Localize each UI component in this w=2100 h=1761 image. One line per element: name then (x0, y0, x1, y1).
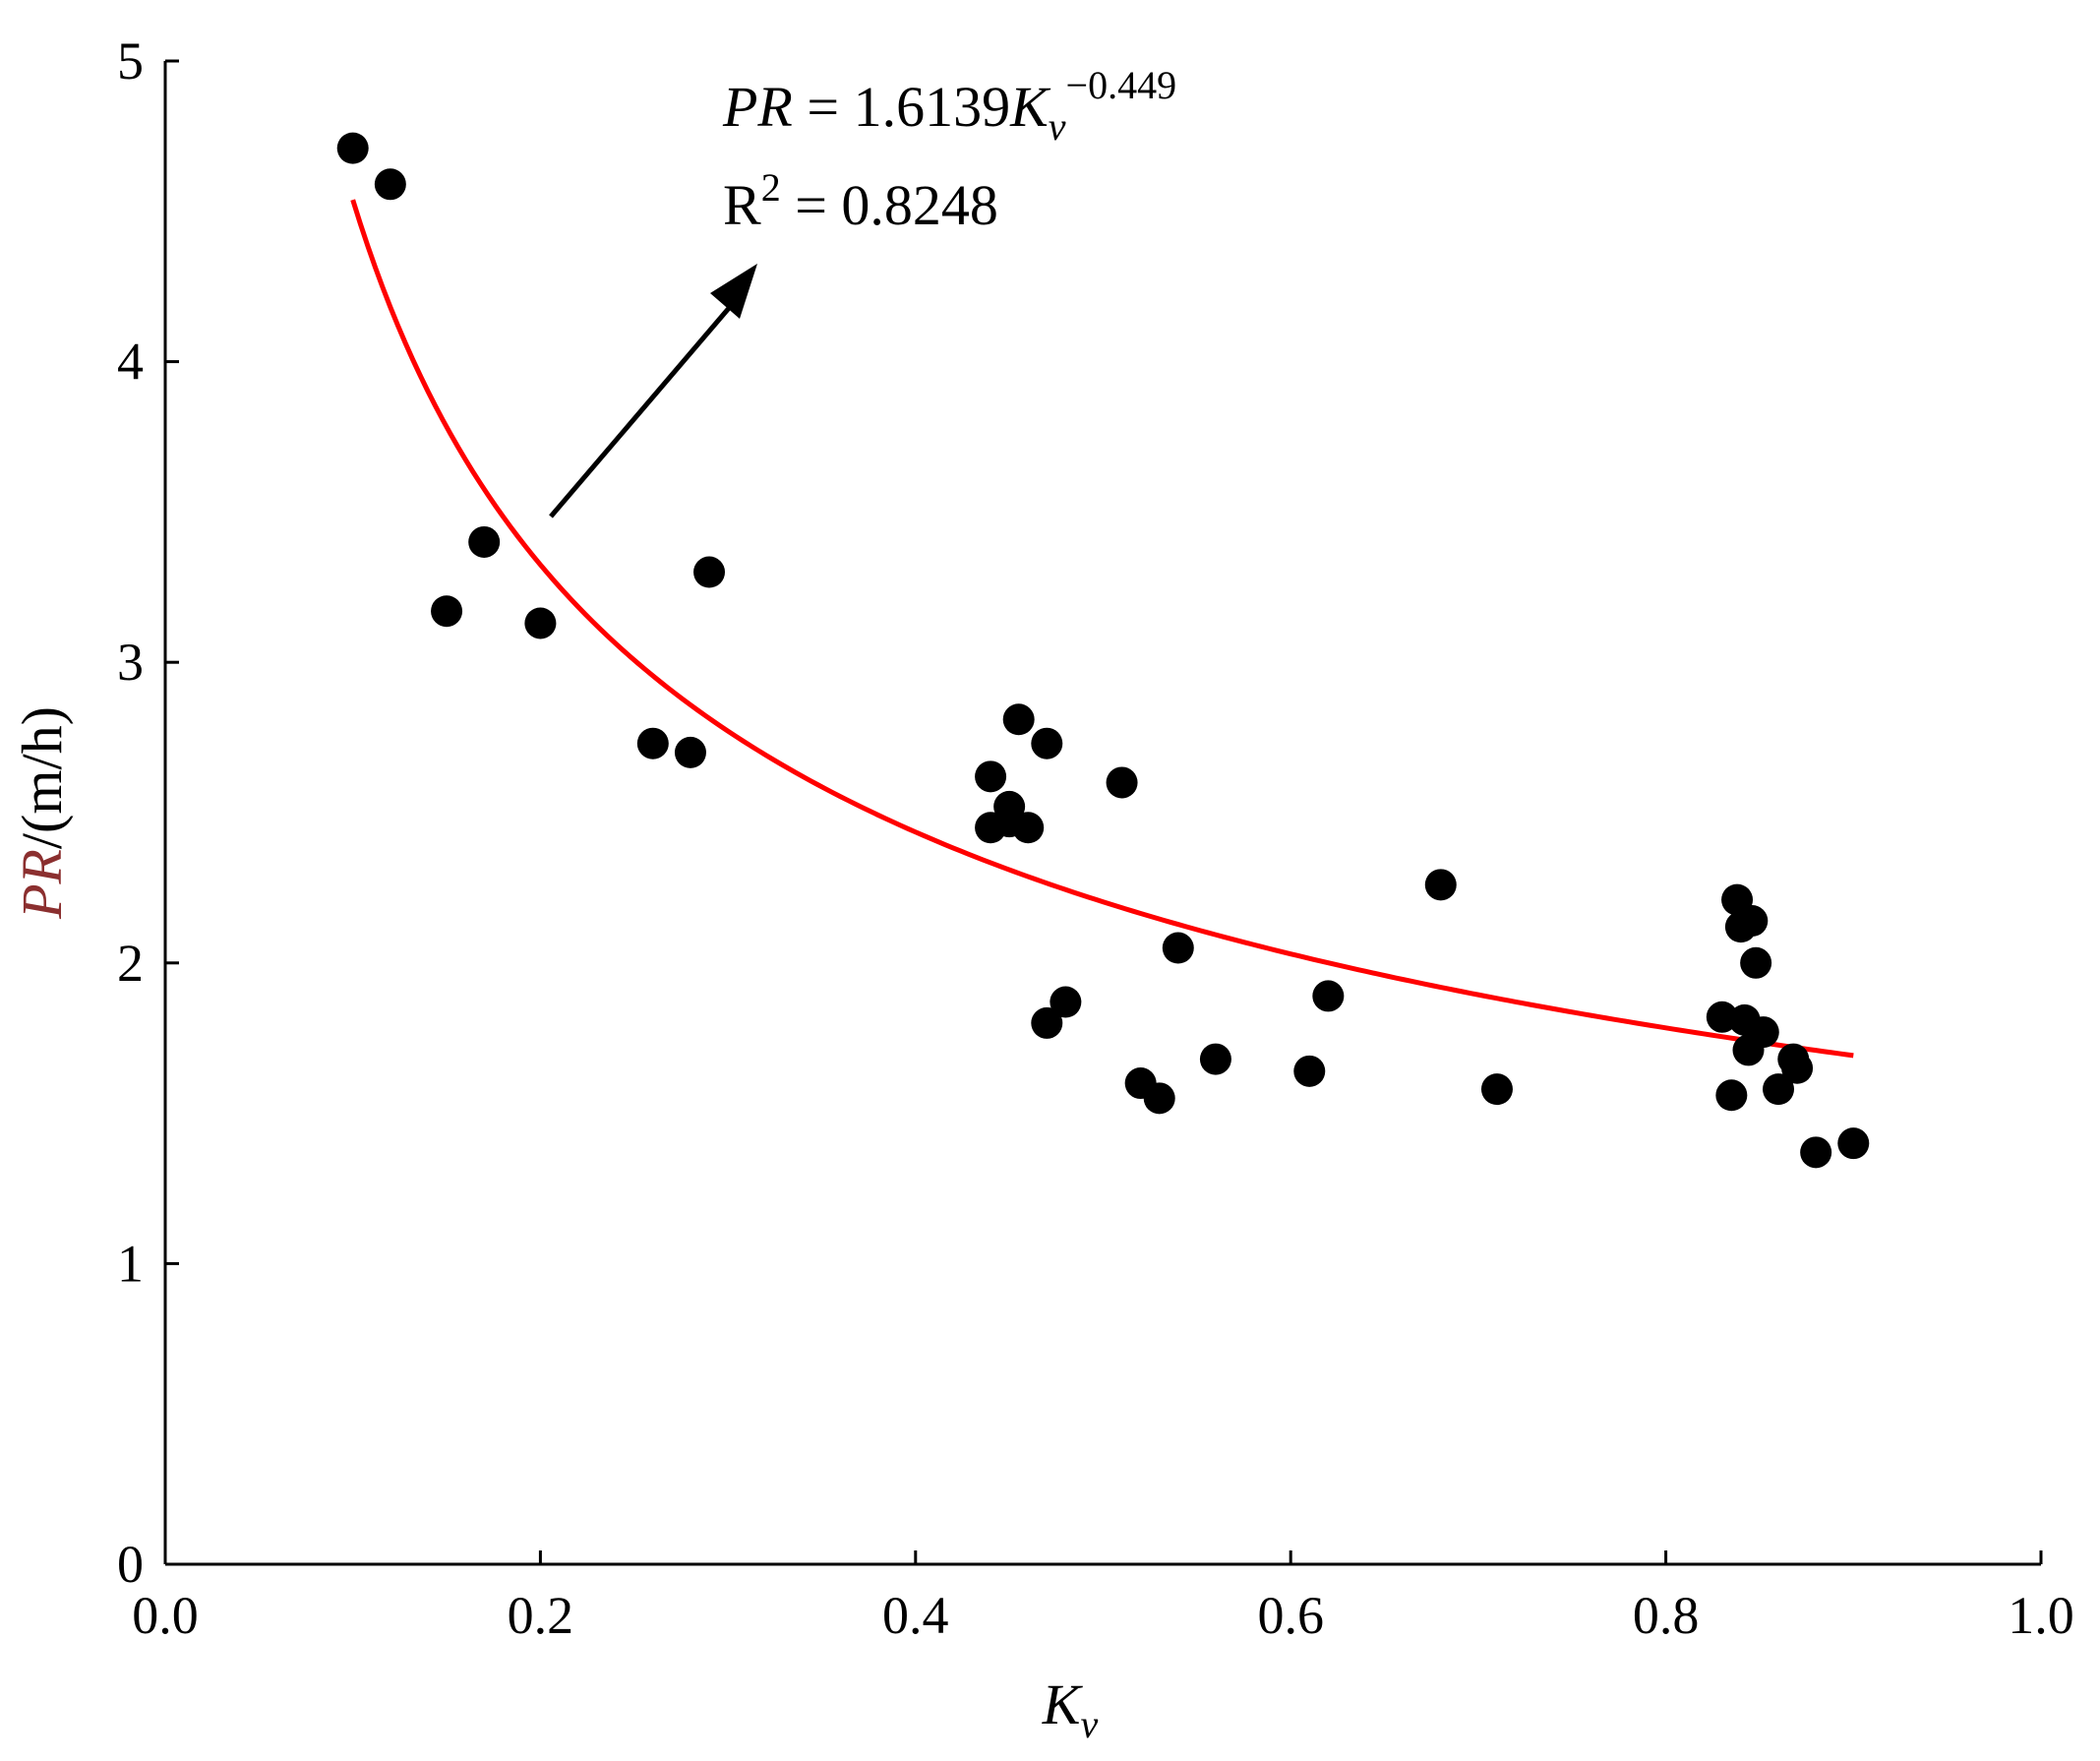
equation-lhs: PR (722, 75, 793, 139)
data-point (1031, 727, 1063, 759)
y-tick-label: 0 (117, 1535, 144, 1594)
r-squared-sup: 2 (761, 165, 781, 210)
data-point (374, 168, 406, 201)
data-point (1050, 986, 1082, 1018)
data-point (674, 736, 706, 768)
data-point (1293, 1055, 1326, 1087)
x-axis-title: Kv (1042, 1672, 1099, 1746)
y-axis-title: PR/(m/h) (10, 706, 74, 920)
y-tick-label: 4 (117, 333, 144, 392)
data-point (1162, 932, 1194, 964)
data-point (1106, 766, 1138, 799)
data-point (1002, 703, 1035, 736)
data-point (1031, 1006, 1063, 1039)
equation-variable: K (1009, 75, 1051, 139)
y-ticks: 0 1 2 3 4 5 (117, 31, 179, 1594)
data-point (1736, 905, 1769, 938)
x-ticks: 0.0 0.2 0.4 0.6 0.8 1.0 (132, 1550, 2074, 1645)
data-point (1012, 812, 1045, 844)
data-points (336, 132, 1870, 1169)
x-tick-label: 0.0 (132, 1586, 199, 1645)
annotation-arrow-head (710, 264, 757, 319)
r-squared: R2 = 0.8248 (723, 165, 998, 237)
data-point (336, 132, 369, 164)
x-tick-label: 0.6 (1257, 1586, 1324, 1645)
y-tick-label: 5 (117, 31, 144, 91)
equation-exponent: −0.449 (1066, 63, 1177, 107)
data-point (1312, 980, 1345, 1012)
fit-curve (350, 199, 1854, 1059)
data-point (468, 525, 501, 558)
data-point (1747, 1016, 1779, 1049)
data-point (1424, 869, 1457, 901)
r-squared-value: = 0.8248 (781, 173, 998, 237)
r-squared-base: R (723, 173, 761, 237)
data-point (1199, 1043, 1231, 1075)
x-tick-label: 0.2 (508, 1586, 574, 1645)
data-point (1781, 1052, 1814, 1084)
equation-subscript: v (1049, 104, 1066, 149)
data-point (1763, 1073, 1795, 1106)
data-point (1715, 1079, 1748, 1112)
equation-coefficient: = 1.6139 (793, 75, 1010, 139)
data-point (1480, 1073, 1513, 1106)
x-tick-label: 0.8 (1633, 1586, 1700, 1645)
data-point (431, 595, 463, 628)
data-point (693, 556, 726, 588)
fit-equation: PR = 1.6139Kv−0.449 (722, 63, 1176, 149)
data-point (1143, 1082, 1175, 1115)
data-point (524, 607, 557, 639)
data-point (1740, 946, 1772, 979)
y-tick-label: 3 (117, 633, 144, 692)
x-tick-label: 0.4 (882, 1586, 949, 1645)
data-point (636, 727, 669, 759)
y-tick-label: 1 (117, 1234, 144, 1293)
x-tick-label: 1.0 (2008, 1586, 2074, 1645)
data-point (1800, 1136, 1832, 1169)
data-point (975, 760, 1007, 793)
annotation-arrow-line (549, 298, 738, 518)
y-tick-label: 2 (117, 934, 144, 993)
data-point (1837, 1127, 1870, 1160)
